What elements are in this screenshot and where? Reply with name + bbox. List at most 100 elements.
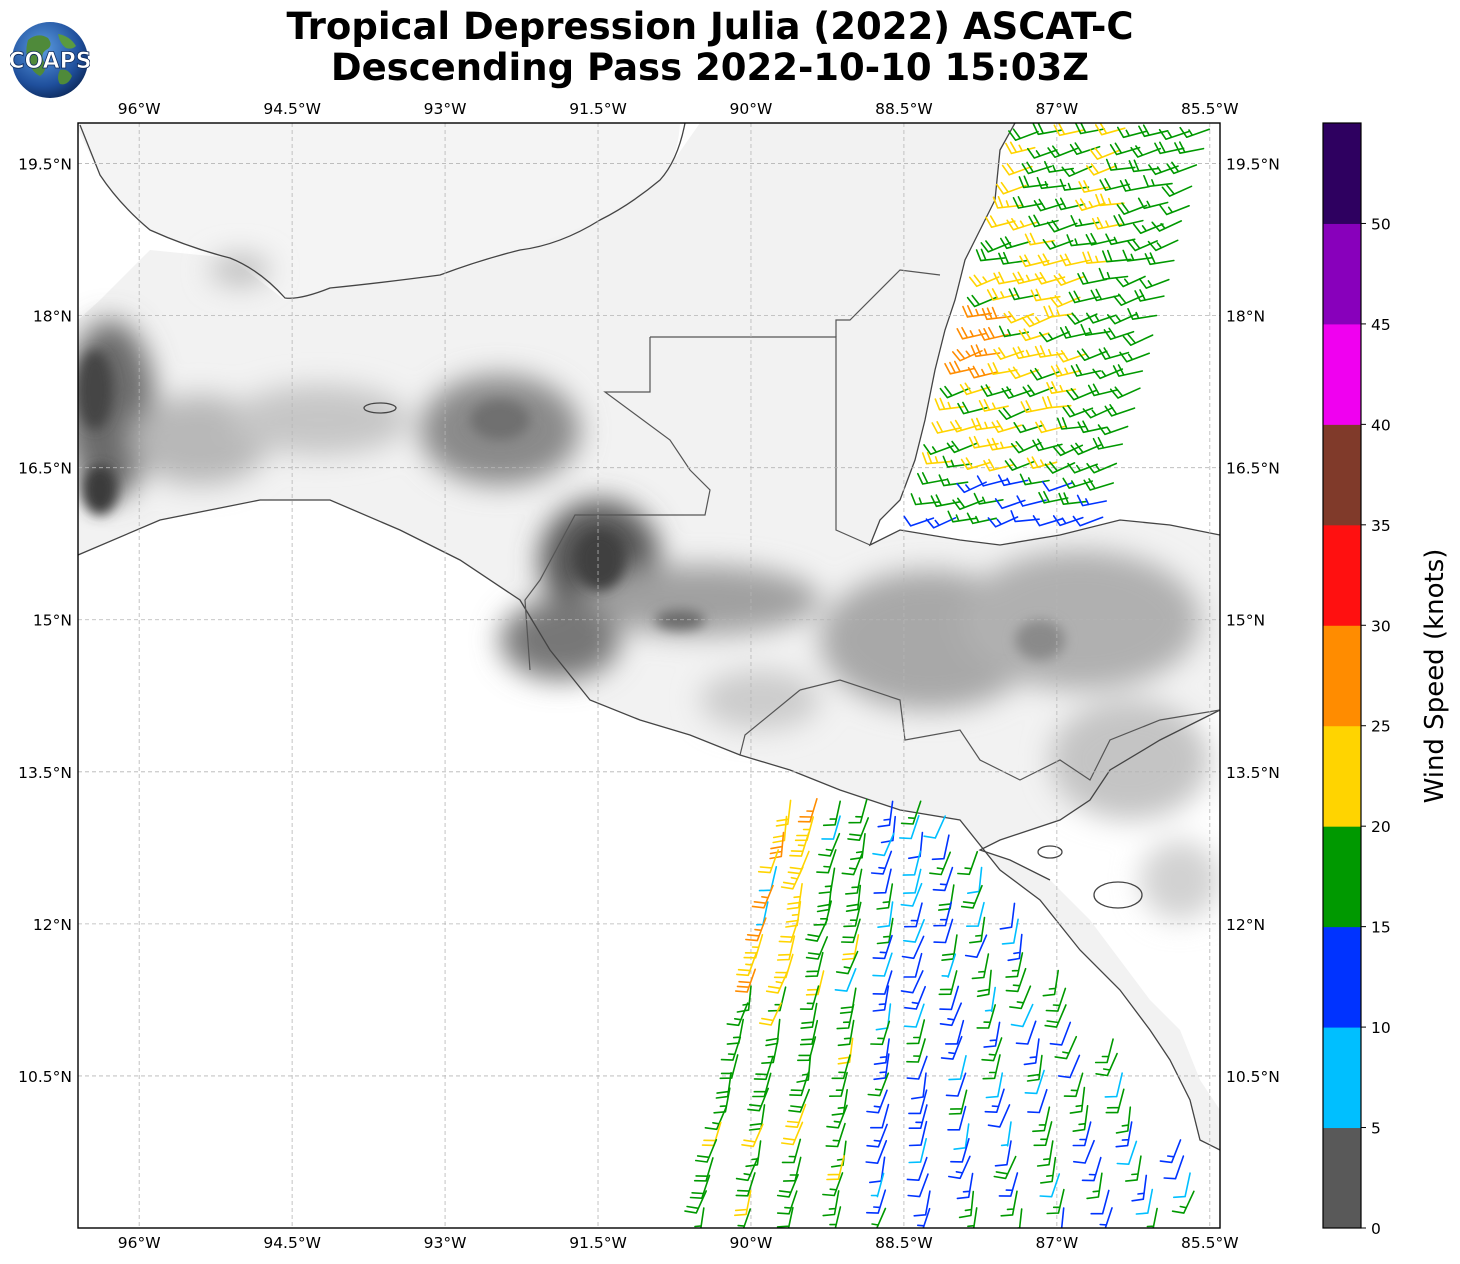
- wind-barb-72: [968, 274, 1000, 288]
- colorbar-segment-10: [1323, 123, 1361, 224]
- wind-barb-343: [829, 1071, 848, 1097]
- wind-barb-161: [1092, 436, 1123, 450]
- wind-barb-113: [1056, 350, 1087, 363]
- wind-barb-33: [1119, 179, 1150, 192]
- wind-barb-227: [780, 866, 804, 890]
- wind-barb-8: [1179, 126, 1211, 138]
- wind-barb-356: [908, 1089, 928, 1115]
- chart-title: Tropical Depression Julia (2022) ASCAT-C…: [140, 6, 1280, 88]
- wind-barb-337: [1026, 1054, 1043, 1082]
- wind-barb-253: [805, 918, 829, 942]
- wind-barb-186: [1038, 490, 1069, 504]
- wind-barb-53: [1151, 220, 1183, 232]
- wind-barb-314: [945, 1019, 965, 1045]
- wind-barb-9: [1005, 141, 1036, 155]
- wind-barb-338: [1057, 1054, 1081, 1079]
- wind-barb-157: [1010, 441, 1042, 454]
- wind-barb-199: [797, 798, 818, 823]
- wind-barb-197: [1072, 515, 1104, 527]
- wind-barb-67: [1059, 253, 1091, 267]
- wind-barb-339: [1095, 1052, 1118, 1077]
- wind-barb-284: [938, 970, 958, 996]
- lat-tick-label-right-2: 16.5°N: [1226, 460, 1280, 478]
- wind-barb-56: [1024, 232, 1055, 246]
- wind-barb-347: [985, 1072, 1004, 1099]
- colorbar-segment-7: [1323, 424, 1361, 526]
- wind-barb-318: [720, 1036, 742, 1061]
- coaps-logo: COAPS: [10, 22, 90, 98]
- wind-barb-353: [788, 1088, 810, 1113]
- lat-tick-label-left-1: 18°N: [33, 308, 72, 326]
- wind-barb-169: [1067, 462, 1098, 474]
- wind-barb-336: [982, 1054, 1001, 1080]
- wind-barb-433: [737, 1208, 751, 1228]
- wind-barb-393: [1073, 1139, 1095, 1164]
- wind-barb-30: [1059, 178, 1090, 191]
- wind-barb-352: [747, 1087, 769, 1112]
- wind-barb-389: [908, 1138, 927, 1164]
- wind-barb-263: [841, 934, 860, 961]
- wind-barb-365: [826, 1104, 848, 1129]
- wind-barb-283: [900, 970, 924, 994]
- wind-barb-363: [748, 1104, 766, 1131]
- lon-tick-label-top-5: 88.5°W: [875, 100, 933, 118]
- wind-barb-341: [752, 1072, 772, 1098]
- wind-barb-376: [825, 1122, 846, 1148]
- wind-barb-44: [1159, 204, 1190, 216]
- wind-barb-187: [1058, 492, 1088, 505]
- wind-barb-168: [1044, 461, 1076, 474]
- tick-labels: 96°W 96°W 94.5°W 94.5°W 93°W 93°W 91.5°W 91.5°W…: [18, 100, 1280, 1252]
- lat-tick-label-left-6: 10.5°N: [18, 1068, 72, 1086]
- wind-barb-398: [782, 1156, 802, 1182]
- wind-barb-299: [759, 1002, 782, 1026]
- wind-barb-108: [952, 349, 983, 362]
- wind-barb-374: [741, 1123, 764, 1148]
- wind-barb-103: [1039, 331, 1070, 343]
- wind-barb-419: [1173, 1172, 1191, 1199]
- logo-text: COAPS: [10, 49, 90, 74]
- wind-barb-24: [1128, 159, 1159, 173]
- wind-barb-191: [947, 510, 978, 523]
- title-line-2: Descending Pass 2022-10-10 15:03Z: [330, 46, 1090, 89]
- wind-barb-167: [1026, 456, 1058, 469]
- wind-barb-59: [1085, 232, 1116, 246]
- wind-barb-99: [956, 326, 987, 340]
- colorbar-segment-9: [1323, 223, 1361, 325]
- wind-barb-230: [873, 868, 892, 894]
- wind-barb-400: [869, 1156, 886, 1184]
- colorbar-tick-label-6: 30: [1371, 617, 1391, 635]
- wind-barb-0: [1008, 128, 1039, 141]
- wind-barb-144: [931, 421, 962, 434]
- lat-tick-label-right-1: 18°N: [1226, 308, 1265, 326]
- wind-barb-210: [923, 815, 946, 839]
- wind-barb-45: [985, 215, 1016, 228]
- wind-barb-38: [1033, 198, 1065, 212]
- wind-barb-371: [1072, 1105, 1089, 1132]
- wind-barb-91: [981, 306, 1012, 321]
- wind-barb-250: [999, 902, 1016, 930]
- wind-barb-60: [1105, 233, 1136, 246]
- wind-barb-333: [873, 1053, 890, 1081]
- wind-barb-14: [1109, 142, 1141, 156]
- wind-barb-206: [821, 815, 841, 840]
- wind-barb-372: [1115, 1106, 1132, 1134]
- colorbar-tick-label-0: 0: [1371, 1220, 1381, 1238]
- wind-barb-23: [1105, 158, 1136, 171]
- colorbar-segment-5: [1323, 625, 1361, 727]
- wind-barb-397: [735, 1157, 759, 1182]
- wind-barb-342: [789, 1071, 810, 1097]
- lon-tick-label-top-0: 96°W: [118, 100, 161, 118]
- wind-barb-148: [1013, 422, 1045, 434]
- wind-barb-348: [1024, 1069, 1045, 1095]
- wind-barb-300: [800, 1002, 818, 1029]
- title-line-1: Tropical Depression Julia (2022) ASCAT-C: [286, 5, 1134, 48]
- wind-barb-295: [984, 986, 996, 1012]
- wind-barb-164: [960, 457, 992, 470]
- wind-barb-138: [998, 407, 1030, 420]
- wind-barb-441: [1099, 1207, 1113, 1228]
- wind-barb-131: [1046, 381, 1077, 394]
- wind-barb-286: [1005, 967, 1027, 993]
- wind-barb-68: [1082, 251, 1112, 264]
- wind-barb-4: [1095, 123, 1126, 136]
- lon-tick-label-bottom-5: 88.5°W: [875, 1234, 933, 1252]
